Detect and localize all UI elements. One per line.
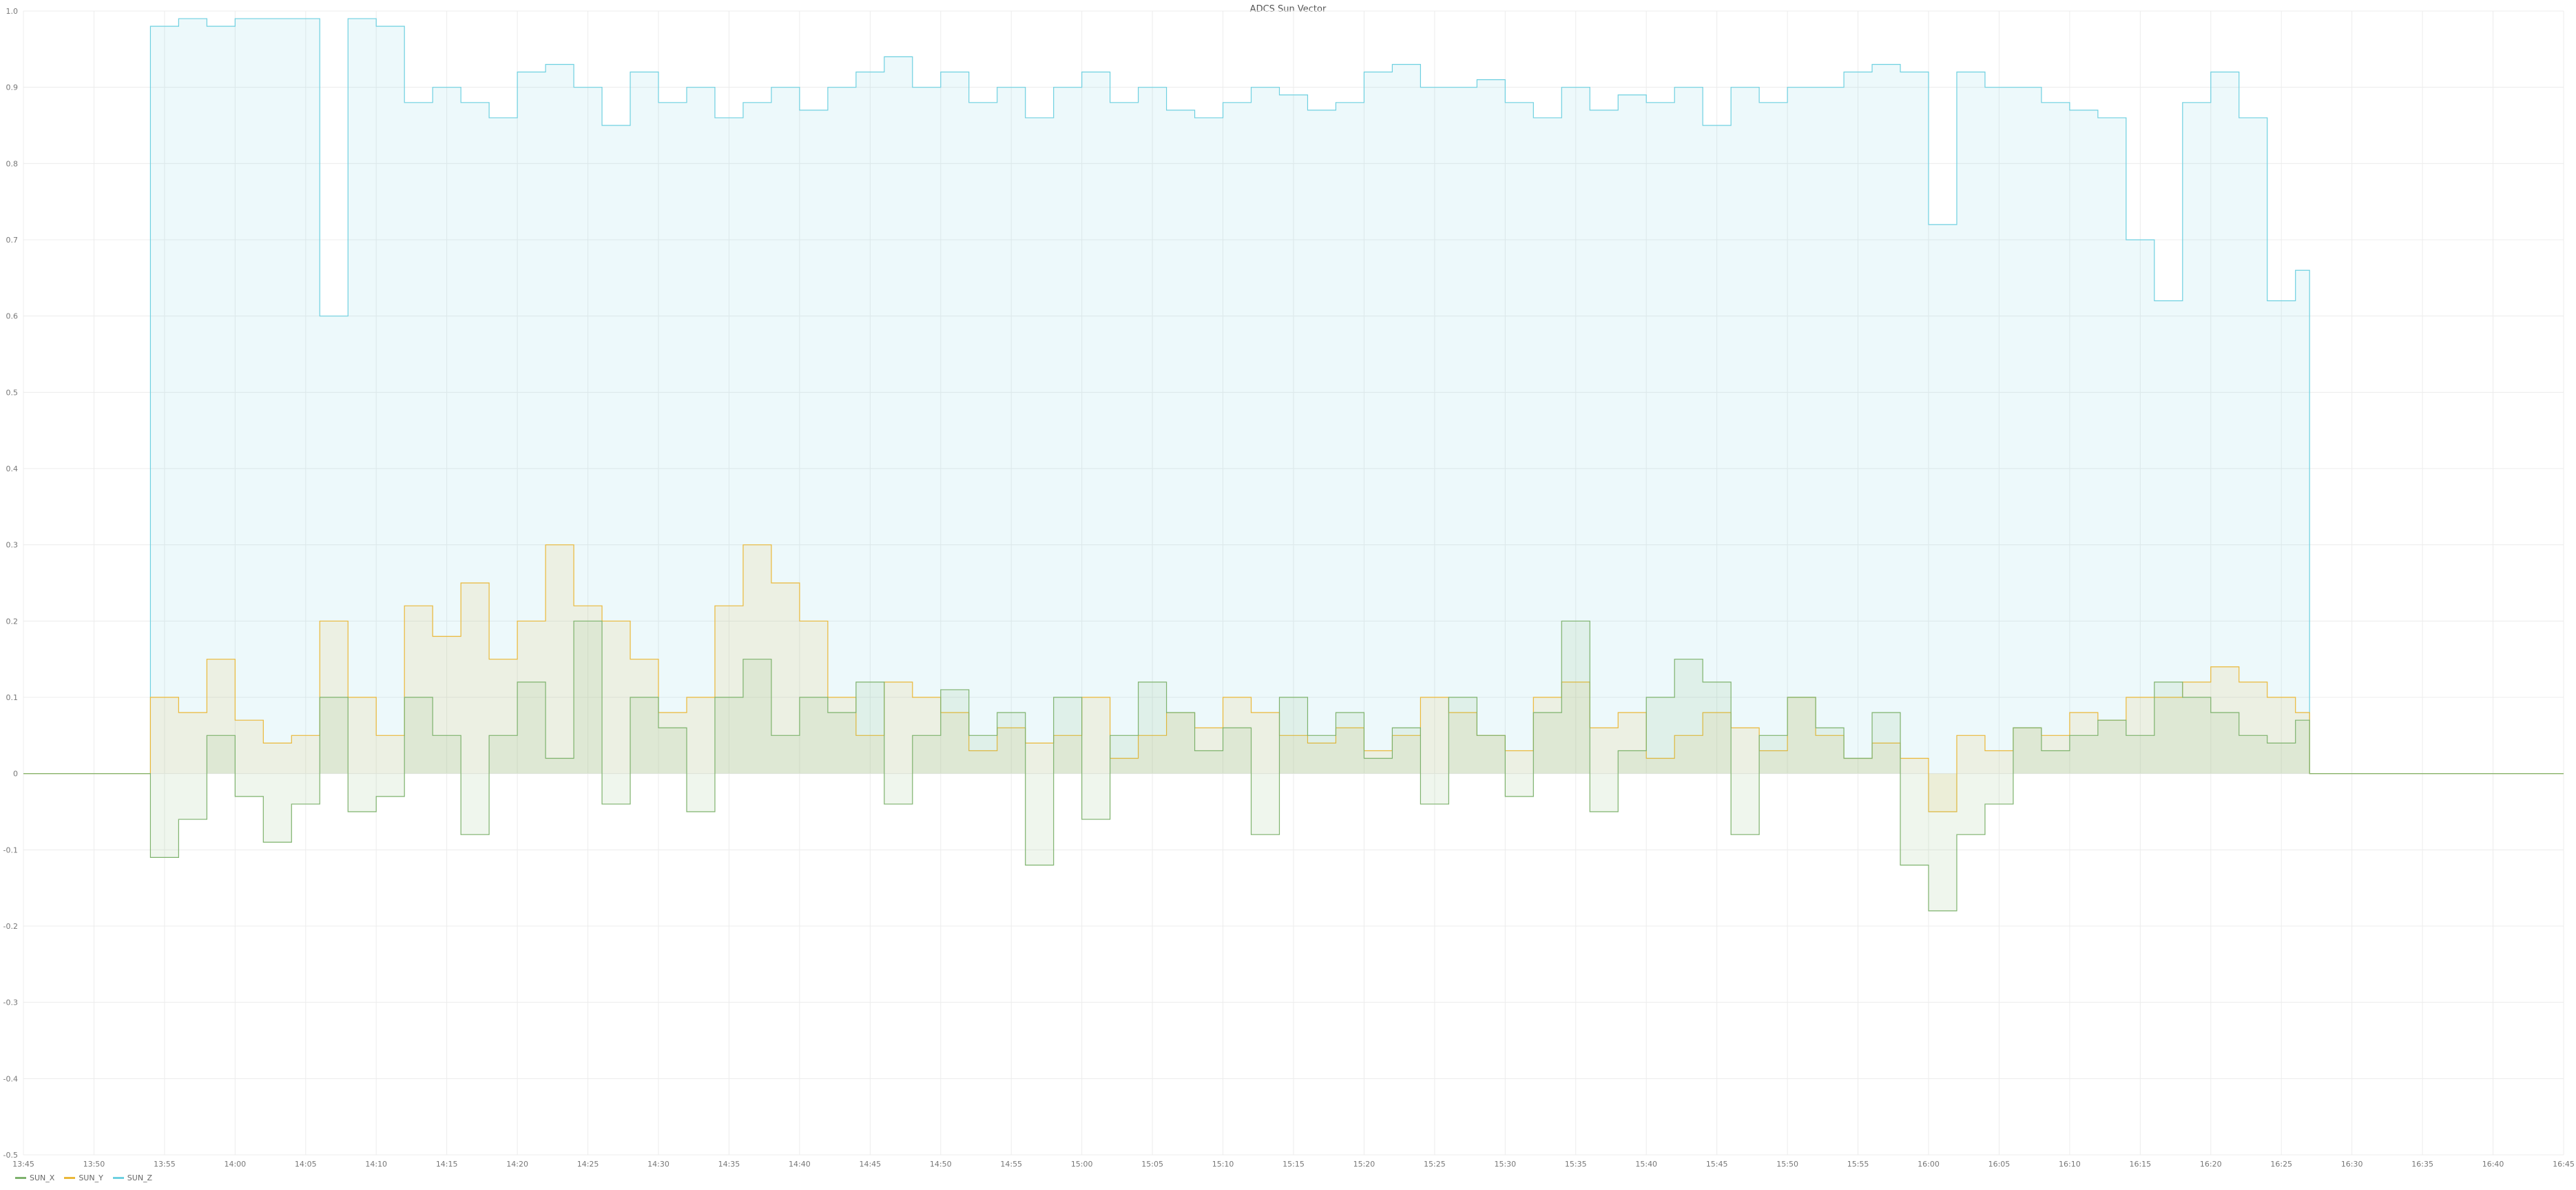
- x-tick-label: 14:40: [789, 1160, 811, 1169]
- y-tick-label: -0.3: [3, 998, 18, 1007]
- x-tick-label: 13:55: [154, 1160, 176, 1169]
- x-tick-label: 15:00: [1071, 1160, 1093, 1169]
- x-tick-label: 13:45: [12, 1160, 34, 1169]
- y-tick-label: 0.6: [6, 312, 19, 321]
- y-tick-label: -0.1: [3, 845, 18, 854]
- y-tick-label: 0.2: [6, 617, 19, 626]
- legend-item-sun-z[interactable]: SUN_Z: [112, 1173, 153, 1182]
- x-tick-label: 16:00: [1918, 1160, 1940, 1169]
- legend-label-sun-z: SUN_Z: [127, 1173, 153, 1182]
- x-tick-label: 14:45: [859, 1160, 881, 1169]
- series-area-sun-x: [23, 621, 2564, 911]
- legend-swatch-sun-x: [15, 1177, 26, 1179]
- x-tick-label: 14:20: [506, 1160, 528, 1169]
- x-tick-label: 15:05: [1141, 1160, 1163, 1169]
- y-tick-label: -0.5: [3, 1151, 18, 1160]
- y-tick-label: 0.1: [6, 693, 19, 702]
- x-tick-label: 14:30: [647, 1160, 669, 1169]
- legend-swatch-sun-y: [64, 1177, 76, 1179]
- x-tick-label: 15:40: [1635, 1160, 1657, 1169]
- y-tick-label: 0.8: [6, 159, 19, 168]
- x-tick-label: 13:50: [83, 1160, 105, 1169]
- y-tick-label: -0.2: [3, 922, 18, 931]
- series-area-sun-y: [23, 544, 2564, 812]
- x-tick-label: 16:05: [1988, 1160, 2011, 1169]
- x-tick-label: 15:30: [1494, 1160, 1516, 1169]
- x-tick-label: 15:15: [1282, 1160, 1305, 1169]
- x-tick-label: 15:20: [1353, 1160, 1375, 1169]
- x-tick-label: 15:45: [1706, 1160, 1728, 1169]
- y-tick-label: 0.9: [6, 83, 19, 92]
- y-tick-label: -0.4: [3, 1074, 18, 1083]
- legend-item-sun-y[interactable]: SUN_Y: [64, 1173, 103, 1182]
- legend-swatch-sun-z: [112, 1177, 124, 1179]
- y-tick-label: 0.4: [6, 464, 19, 473]
- grid-lines: [23, 10, 2564, 1156]
- y-tick-label: 0.7: [6, 236, 19, 245]
- x-tick-label: 14:55: [1000, 1160, 1022, 1169]
- x-tick-label: 16:20: [2200, 1160, 2222, 1169]
- x-tick-label: 15:25: [1424, 1160, 1446, 1169]
- y-tick-label: 0.3: [6, 541, 19, 550]
- legend: SUN_X SUN_Y SUN_Z: [15, 1173, 152, 1182]
- x-tick-label: 16:45: [2553, 1160, 2575, 1169]
- y-tick-label: 0: [13, 770, 18, 779]
- x-tick-label: 16:10: [2059, 1160, 2081, 1169]
- x-tick-label: 15:55: [1847, 1160, 1869, 1169]
- x-tick-label: 14:10: [365, 1160, 387, 1169]
- x-tick-label: 16:35: [2411, 1160, 2433, 1169]
- x-tick-label: 15:50: [1776, 1160, 1798, 1169]
- x-tick-label: 16:15: [2129, 1160, 2151, 1169]
- series-line-sun-y: [23, 544, 2564, 812]
- legend-label-sun-y: SUN_Y: [79, 1173, 103, 1182]
- chart-title: ADCS Sun Vector: [1249, 4, 1327, 14]
- y-tick-label: 1.0: [6, 7, 19, 16]
- x-tick-label: 14:15: [436, 1160, 458, 1169]
- x-tick-label: 15:10: [1212, 1160, 1234, 1169]
- x-tick-label: 15:35: [1565, 1160, 1587, 1169]
- legend-item-sun-x[interactable]: SUN_X: [15, 1173, 54, 1182]
- x-tick-label: 14:50: [930, 1160, 952, 1169]
- x-tick-label: 16:40: [2482, 1160, 2504, 1169]
- x-tick-label: 14:05: [295, 1160, 317, 1169]
- x-tick-label: 14:00: [224, 1160, 246, 1169]
- x-tick-label: 16:30: [2341, 1160, 2363, 1169]
- y-axis-ticks: -0.5 -0.4 -0.3 -0.2 -0.1 0 0.1 0.2 0.3 0.4 0.5 0.6 0…: [3, 7, 18, 1160]
- y-tick-label: 0.5: [6, 388, 19, 397]
- x-tick-label: 16:25: [2270, 1160, 2292, 1169]
- legend-label-sun-x: SUN_X: [30, 1173, 55, 1182]
- x-axis-ticks: 13:45 13:50 13:55 14:00 14:05 14:10 14:15 14:20…: [12, 1160, 2575, 1169]
- series-line-sun-z: [23, 18, 2564, 774]
- x-tick-label: 14:35: [718, 1160, 740, 1169]
- x-tick-label: 14:25: [577, 1160, 599, 1169]
- series-line-sun-x: [23, 620, 2564, 912]
- series-layer: [23, 18, 2564, 912]
